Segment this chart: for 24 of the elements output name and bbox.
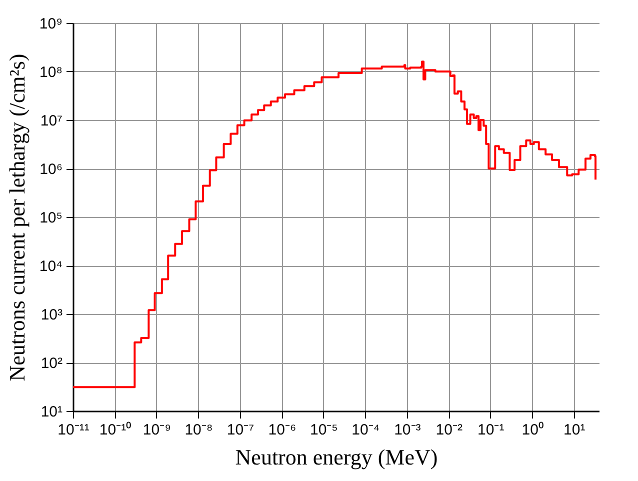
y-tick-label: 10⁷: [40, 112, 62, 130]
x-tick-label: 10⁻¹⁰: [99, 422, 132, 438]
y-tick-label: 10³: [40, 306, 62, 324]
y-tick-label: 10⁴: [39, 258, 62, 275]
y-axis-title: Neutrons current per lethargy (/cm²s): [4, 54, 30, 382]
x-axis-title: Neutron energy (MeV): [235, 444, 438, 470]
x-tick-label: 10⁻⁹: [142, 422, 172, 438]
x-tick-label: 10⁻⁷: [226, 422, 254, 438]
x-tick-label: 10⁻⁸: [184, 422, 213, 438]
x-tick-label: 10⁻²: [436, 422, 462, 438]
y-tick-label: 10⁸: [39, 64, 62, 81]
y-tick-label: 10¹: [40, 404, 62, 420]
x-tick-label: 10⁻¹¹: [58, 422, 90, 438]
y-tick-label: 10²: [40, 355, 62, 372]
x-tick-label: 10⁻⁵: [310, 422, 338, 438]
y-tick-label: 10⁹: [39, 16, 62, 32]
y-tick-label: 10⁶: [40, 161, 62, 178]
x-tick-label: 10⁻³: [394, 422, 421, 438]
x-tick-label: 10⁻¹: [478, 422, 504, 438]
x-tick-label: 10⁰: [522, 422, 544, 438]
x-tick-label: 10⁻⁶: [268, 422, 296, 438]
x-tick-label: 10¹: [564, 422, 586, 438]
x-tick-label: 10⁻⁴: [352, 422, 380, 438]
y-tick-label: 10⁵: [40, 210, 62, 226]
